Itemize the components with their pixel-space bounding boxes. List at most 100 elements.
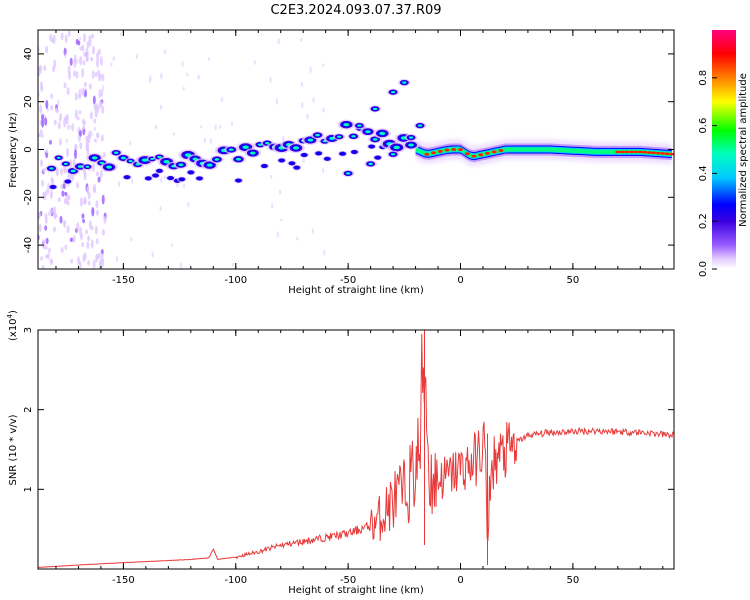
noise-speck: [39, 104, 43, 115]
heat-blob-mid: [375, 156, 381, 160]
heat-peak: [444, 148, 450, 152]
noise-speck: [302, 157, 305, 163]
noise-speck: [44, 225, 48, 231]
noise-speck: [60, 184, 64, 190]
noise-speck: [50, 258, 54, 264]
noise-speck: [75, 38, 79, 45]
spectrogram-ticks: -150 -100 -50 0 50 -40 -20 0 20 40: [23, 30, 674, 286]
noise-speck: [214, 124, 217, 131]
noise-speck: [91, 162, 95, 173]
x-tick-label: -100: [224, 575, 247, 586]
figure-title: C2E3.2024.093.07.37.R09: [270, 3, 441, 18]
noise-speck: [74, 109, 78, 119]
noise-speck: [172, 132, 175, 136]
noise-speck: [300, 81, 304, 87]
heat-peak: [437, 149, 443, 153]
noise-speck: [46, 108, 50, 112]
noise-speck: [93, 126, 96, 132]
noise-speck: [87, 191, 91, 200]
noise-speck: [276, 231, 280, 238]
noise-speck: [170, 243, 174, 247]
noise-speck: [41, 113, 45, 121]
noise-speck: [78, 36, 82, 41]
heat-peak: [637, 150, 643, 154]
noise-speck: [151, 251, 154, 258]
heat-blob-core: [365, 130, 371, 134]
noise-speck: [99, 56, 103, 66]
noise-speck: [90, 239, 94, 249]
noise-speck: [86, 41, 90, 49]
snr-scale-prefix: (x10: [8, 318, 19, 341]
noise-speck: [271, 203, 274, 209]
y-tick-label: -20: [23, 189, 34, 205]
heat-blob-mid: [369, 145, 375, 148]
noise-speck: [92, 95, 96, 105]
noise-speck: [61, 190, 65, 197]
noise-speck: [182, 183, 186, 188]
noise-speck: [88, 83, 92, 90]
noise-speck: [64, 191, 68, 196]
noise-speck: [86, 241, 90, 250]
noise-speck: [85, 135, 89, 142]
heat-peak: [484, 151, 490, 155]
noise-speck: [57, 197, 61, 202]
colorbar-tick-label: 0.2: [698, 213, 709, 229]
noise-speck: [38, 133, 41, 138]
heat-blob-core: [91, 156, 98, 160]
noise-speck: [277, 37, 280, 45]
snr-line: [38, 330, 674, 568]
noise-speck: [163, 49, 167, 55]
noise-speck: [79, 142, 83, 150]
heat-blob-mid: [324, 157, 330, 161]
snr-ticks: -150 -100 -50 0 50 1 2 3: [23, 327, 674, 586]
snr-line-series: [38, 330, 674, 568]
noise-speck: [92, 183, 96, 194]
noise-speck: [94, 71, 98, 78]
noise-speck: [78, 110, 82, 115]
noise-speck: [98, 88, 102, 95]
heat-blob-core: [99, 161, 105, 165]
heat-peak: [642, 150, 648, 154]
noise-speck: [38, 211, 41, 219]
y-tick-label: 2: [23, 406, 34, 412]
noise-speck: [93, 118, 97, 124]
heat-blob-core: [390, 153, 396, 156]
heat-peak: [660, 152, 666, 155]
noise-speck: [269, 76, 272, 83]
heat-blob-core: [372, 107, 378, 111]
heat-blob-core: [157, 155, 162, 159]
noise-speck: [79, 197, 83, 207]
noise-speck: [76, 116, 80, 121]
noise-speck: [73, 70, 77, 77]
noise-speck: [83, 81, 87, 88]
noise-speck: [67, 124, 71, 130]
heat-blob-core: [178, 163, 184, 167]
noise-speck: [91, 70, 95, 79]
heat-blob-mid: [168, 176, 173, 180]
noise-speck: [92, 259, 96, 269]
noise-speck: [87, 201, 91, 206]
heat-blob-core: [163, 160, 170, 164]
noise-speck: [81, 242, 85, 248]
noise-speck: [119, 32, 123, 37]
noise-speck: [100, 253, 104, 258]
noise-speck: [207, 57, 211, 61]
noise-speck: [81, 87, 85, 97]
noise-speck: [76, 58, 79, 65]
noise-speck: [96, 104, 100, 114]
noise-speck: [181, 61, 184, 67]
noise-speck: [64, 244, 68, 250]
noise-speck: [62, 220, 66, 225]
heat-blob-mid: [124, 175, 130, 179]
spectrogram-y-axis-label: Frequency (Hz): [8, 112, 19, 188]
heat-blob-core: [345, 172, 351, 175]
x-tick-label: 0: [457, 275, 463, 286]
noise-speck: [85, 47, 89, 57]
heat-blob-mid: [65, 180, 71, 183]
noise-speck: [66, 225, 70, 234]
heat-peak: [633, 150, 639, 154]
noise-speck: [53, 119, 57, 126]
noise-speck: [97, 69, 101, 76]
heat-peak: [451, 148, 457, 151]
noise-speck: [101, 105, 105, 115]
